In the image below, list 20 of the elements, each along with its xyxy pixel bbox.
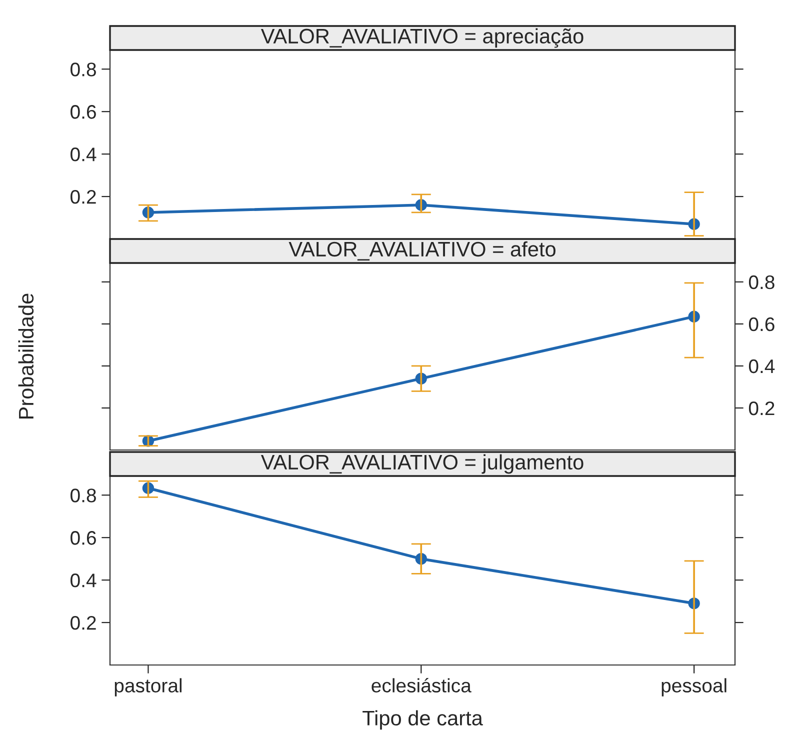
chart-title: VALOR_AVALIATIVO = apreciação (260, 28, 584, 48)
y-tick-label: 0.2 (70, 616, 96, 630)
y-tick-label: 0.4 (70, 574, 96, 588)
y-tick-label: 0.4 (70, 148, 96, 162)
y-tick-label: 0.8 (748, 275, 774, 290)
y-tick-label: 0.4 (748, 359, 775, 374)
y-tick-label: 0.2 (748, 401, 774, 416)
y-tick-label: 0.8 (70, 62, 96, 76)
x-axis-title: Tipo de carta (362, 710, 483, 730)
x-tick-label: pastoral (114, 678, 182, 696)
chart-title: VALOR_AVALIATIVO = afeto (288, 241, 556, 261)
y-tick-label: 0.2 (70, 190, 96, 204)
y-tick-label: 0.6 (70, 105, 96, 119)
y-tick-label: 0.6 (70, 531, 96, 545)
x-tick-label: pessoal (662, 678, 726, 696)
chart-title: VALOR_AVALIATIVO = julgamento (260, 454, 584, 474)
y-tick-label: 0.8 (70, 488, 96, 502)
y-tick-label: 0.6 (748, 317, 774, 332)
y-axis-title: Probabilidade (18, 294, 34, 418)
x-tick-label: eclesiástica (372, 678, 472, 692)
